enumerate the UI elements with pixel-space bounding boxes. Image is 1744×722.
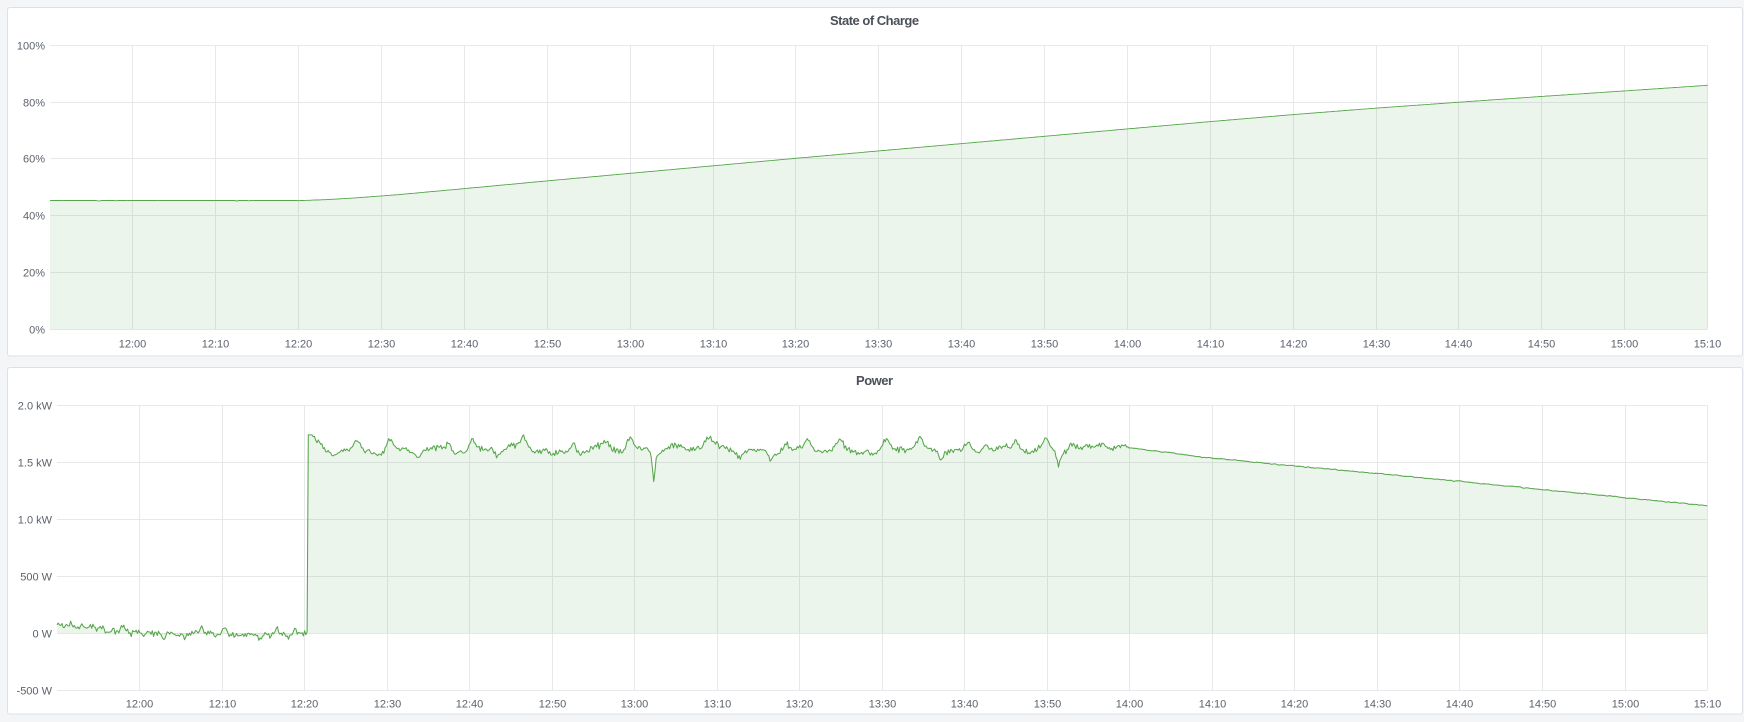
svg-text:15:10: 15:10 <box>1694 699 1722 711</box>
svg-text:13:30: 13:30 <box>869 699 897 711</box>
svg-text:13:50: 13:50 <box>1031 339 1059 351</box>
svg-text:14:20: 14:20 <box>1280 339 1308 351</box>
svg-text:2.0 kW: 2.0 kW <box>18 401 53 413</box>
svg-text:60%: 60% <box>23 154 45 166</box>
svg-text:14:00: 14:00 <box>1116 699 1144 711</box>
svg-text:12:00: 12:00 <box>119 339 147 351</box>
svg-text:15:10: 15:10 <box>1694 339 1722 351</box>
svg-text:1.0 kW: 1.0 kW <box>18 515 53 527</box>
svg-text:State of Charge: State of Charge <box>830 13 919 28</box>
svg-text:13:00: 13:00 <box>617 339 645 351</box>
svg-text:12:40: 12:40 <box>456 699 484 711</box>
svg-text:14:10: 14:10 <box>1197 339 1225 351</box>
svg-text:14:40: 14:40 <box>1446 699 1474 711</box>
svg-text:12:40: 12:40 <box>451 339 479 351</box>
svg-text:0 W: 0 W <box>32 629 52 641</box>
svg-text:500 W: 500 W <box>20 572 52 584</box>
svg-text:13:50: 13:50 <box>1034 699 1062 711</box>
svg-text:13:20: 13:20 <box>786 699 814 711</box>
svg-text:14:40: 14:40 <box>1445 339 1473 351</box>
svg-text:13:10: 13:10 <box>704 699 732 711</box>
svg-text:12:50: 12:50 <box>534 339 562 351</box>
svg-text:14:50: 14:50 <box>1528 339 1556 351</box>
svg-text:-500 W: -500 W <box>17 686 53 698</box>
svg-text:100%: 100% <box>17 41 45 53</box>
svg-text:12:00: 12:00 <box>126 699 154 711</box>
svg-text:14:30: 14:30 <box>1364 699 1392 711</box>
svg-text:14:30: 14:30 <box>1363 339 1391 351</box>
svg-text:12:50: 12:50 <box>539 699 567 711</box>
svg-text:40%: 40% <box>23 211 45 223</box>
svg-text:14:20: 14:20 <box>1281 699 1309 711</box>
svg-text:12:20: 12:20 <box>285 339 313 351</box>
svg-text:14:50: 14:50 <box>1529 699 1557 711</box>
svg-text:20%: 20% <box>23 268 45 280</box>
svg-text:80%: 80% <box>23 98 45 110</box>
svg-text:15:00: 15:00 <box>1612 699 1640 711</box>
svg-text:13:00: 13:00 <box>621 699 649 711</box>
svg-text:13:30: 13:30 <box>865 339 893 351</box>
svg-text:0%: 0% <box>29 325 45 337</box>
svg-text:Power: Power <box>856 373 893 388</box>
svg-text:14:10: 14:10 <box>1199 699 1227 711</box>
svg-text:13:20: 13:20 <box>782 339 810 351</box>
svg-text:12:10: 12:10 <box>202 339 230 351</box>
svg-text:12:10: 12:10 <box>209 699 237 711</box>
svg-text:12:20: 12:20 <box>291 699 319 711</box>
svg-text:13:10: 13:10 <box>700 339 728 351</box>
svg-text:13:40: 13:40 <box>948 339 976 351</box>
svg-text:12:30: 12:30 <box>368 339 396 351</box>
svg-text:13:40: 13:40 <box>951 699 979 711</box>
svg-text:1.5 kW: 1.5 kW <box>18 458 53 470</box>
svg-text:15:00: 15:00 <box>1611 339 1639 351</box>
svg-text:14:00: 14:00 <box>1114 339 1142 351</box>
svg-text:12:30: 12:30 <box>374 699 402 711</box>
